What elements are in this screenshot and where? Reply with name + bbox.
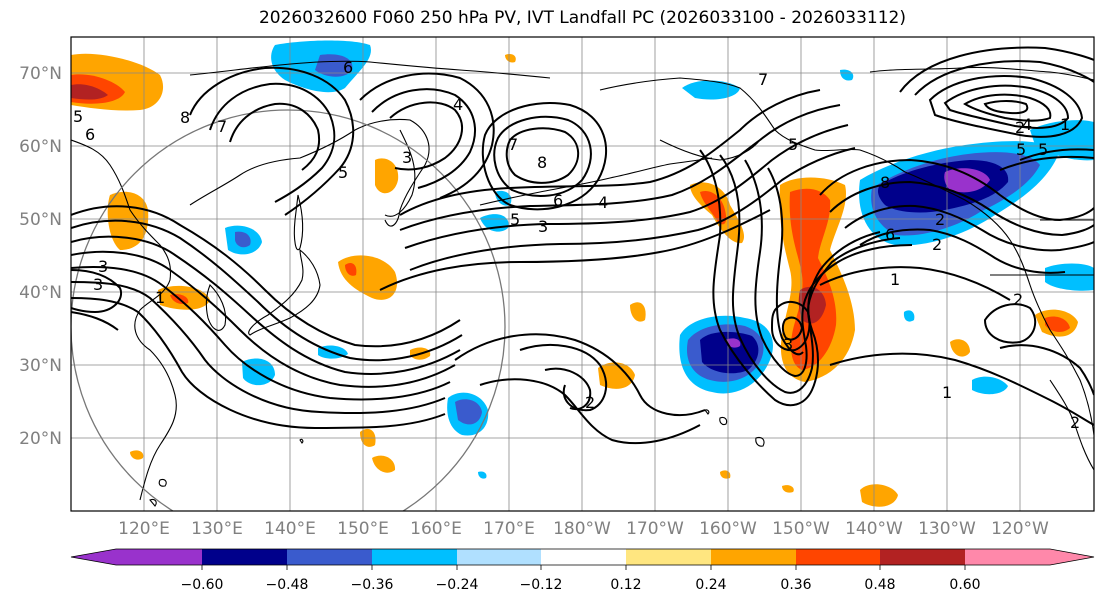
lon-label: 170°W [626,519,684,539]
contour-label: 8 [180,108,190,127]
contour-label: 2 [935,210,945,229]
contour-label: 1 [942,383,952,402]
colorbar-tick-label: −0.48 [266,577,309,593]
contour-label: 2 [1013,290,1023,309]
colorbar-tick-label: −0.24 [436,577,479,593]
contour-label: 2 [1015,118,1025,137]
contour-label: 5 [338,163,348,182]
contour-label: 6 [885,225,895,244]
contour-label: 4 [598,193,608,212]
map-title: 2026032600 F060 250 hPa PV, IVT Landfall… [258,8,906,28]
contour-label: 5 [788,135,798,154]
range-circle [71,109,506,511]
lat-label: 50°N [19,210,62,230]
contour-label: 6 [343,58,353,77]
lon-label: 170°E [483,519,535,539]
contour-label: 5 [1016,140,1026,159]
contour-label: 2 [1070,413,1080,432]
colorbar-swatch [541,549,626,565]
contour-label: 1 [1060,115,1070,134]
contour-label: 4 [1022,115,1032,134]
contour-label: 3 [538,217,548,236]
colorbar-swatch [202,549,287,565]
lon-label: 130°W [918,519,976,539]
lon-label: 150°E [337,519,389,539]
contour-labels: 6 8 6 5 7 4 3 5 3 7 8 6 5 3 4 5 3 7 2 5 … [73,58,1080,432]
contour-label: 7 [217,117,227,136]
longitude-axis: 120°E 130°E 140°E 150°E 160°E 170°E 180°… [118,519,1049,539]
contour-label: 3 [402,148,412,167]
contour-label: 6 [85,125,95,144]
lat-label: 70°N [19,64,62,84]
colorbar-swatch [711,549,796,565]
colorbar-tick-label: 0.48 [864,577,895,593]
contour-label: 5 [73,107,83,126]
lon-label: 150°W [772,519,830,539]
contour-label: 1 [890,270,900,289]
colorbar-tick-label: −0.36 [351,577,394,593]
lat-label: 40°N [19,283,62,303]
contour-label: 6 [553,191,563,210]
lat-label: 60°N [19,137,62,157]
colorbar-swatch [796,549,880,565]
colorbar-extend-high [965,549,1094,565]
colorbar-swatch [880,549,965,565]
lon-label: 120°E [118,519,170,539]
colorbar-swatch [287,549,372,565]
colorbar-extend-low [71,549,116,565]
lon-label: 120°W [991,519,1049,539]
contour-label: 8 [537,153,547,172]
lon-label: 160°W [699,519,757,539]
lon-label: 180°W [553,519,611,539]
contour-label: 5 [1038,140,1048,159]
contour-label: 3 [93,275,103,294]
lon-label: 130°E [191,519,243,539]
contour-label: 4 [453,95,463,114]
contour-label: 7 [758,70,768,89]
contour-label: 5 [510,210,520,229]
colorbar-swatch [372,549,457,565]
contour-label: 3 [98,257,108,276]
colorbar-tick-label: 0.60 [949,577,980,593]
lat-label: 20°N [19,429,62,449]
colorbar-tick-label: 0.24 [695,577,726,593]
colorbar-swatch [626,549,711,565]
lat-label: 30°N [19,356,62,376]
lon-label: 140°E [264,519,316,539]
colorbar-tick-label: 0.12 [610,577,641,593]
map-area [71,37,1094,511]
lon-label: 160°E [410,519,462,539]
graticule [71,37,1094,511]
colorbar: −0.60 −0.48 −0.36 −0.24 −0.12 0.12 0.24 … [70,548,1095,593]
contour-label: 2 [585,393,595,412]
contour-label: 1 [155,288,165,307]
colorbar-tick-label: 0.36 [780,577,811,593]
pv-contours [71,46,1094,445]
colorbar-swatch [116,549,202,565]
contour-label: 7 [508,135,518,154]
colorbar-swatch [457,549,541,565]
contour-label: 2 [932,235,942,254]
contour-label: 8 [880,173,890,192]
latitude-axis: 70°N 60°N 50°N 40°N 30°N 20°N [19,64,62,449]
colorbar-tick-label: −0.60 [181,577,224,593]
map-border [70,36,1095,512]
colorbar-tick-label: −0.12 [520,577,563,593]
lon-label: 140°W [845,519,903,539]
contour-label: 3 [783,335,793,354]
